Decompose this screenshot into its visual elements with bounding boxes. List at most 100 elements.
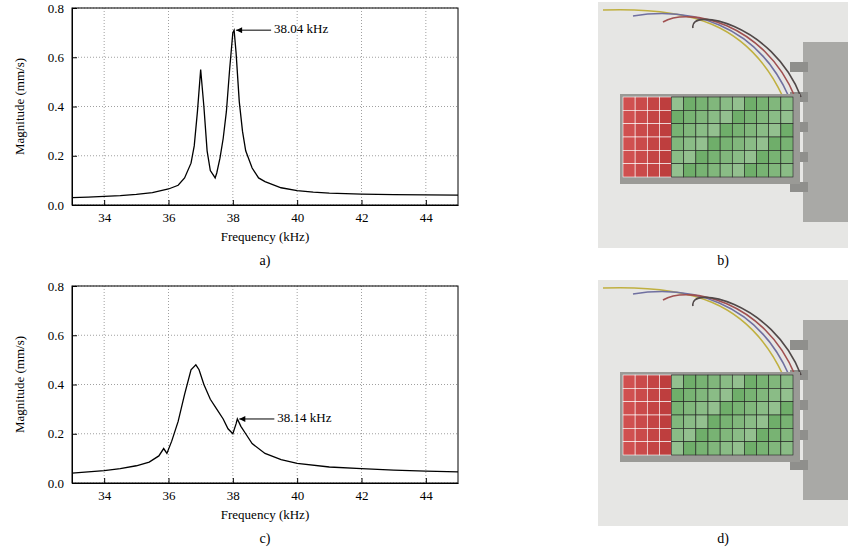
photo-grid-cell — [659, 137, 671, 150]
x-tick: 44 — [420, 200, 434, 225]
photo-grid-cell — [635, 124, 647, 137]
photo-grid-cell — [757, 375, 769, 388]
y-tick-mark — [72, 335, 77, 336]
photo-wire — [633, 292, 789, 375]
photo-grid-cell — [684, 428, 696, 441]
photo-grid-cell — [696, 124, 708, 137]
y-tick-mark — [72, 434, 77, 435]
y-tick-label: 0.2 — [48, 426, 64, 441]
photo-grid-cell — [781, 402, 793, 415]
grid-line-x — [104, 8, 105, 205]
x-tick-mark — [104, 200, 105, 205]
photo-grid-cell — [732, 150, 744, 163]
photo-grid-cell — [684, 402, 696, 415]
x-tick-mark — [169, 478, 170, 483]
photo-grid-cell — [647, 124, 659, 137]
x-axis-line — [73, 205, 459, 206]
photo-grid-cell — [781, 164, 793, 177]
photo-grid-cell — [732, 375, 744, 388]
grid-line-x — [361, 8, 362, 205]
x-tick: 34 — [98, 200, 112, 225]
photo-grid-cell — [781, 124, 793, 137]
photo-wire — [633, 14, 789, 97]
photo-grid-cell — [744, 164, 756, 177]
y-axis-title: Magnitude (mm/s) — [12, 58, 27, 155]
photo-grid-cell — [732, 164, 744, 177]
photo-grid-cell — [647, 415, 659, 428]
chart-panel: 3436384042440.00.20.40.60.8Frequency (kH… — [12, 1, 459, 269]
photo-grid-cell — [757, 97, 769, 110]
x-tick-label: 38 — [227, 210, 240, 225]
photo-grid-cell — [757, 415, 769, 428]
photo-grid-cell — [684, 137, 696, 150]
photo-grid-cell — [623, 97, 635, 110]
photo-grid-cell — [659, 428, 671, 441]
photo-grid-cell — [696, 97, 708, 110]
photo-grid-cell — [672, 97, 684, 110]
photo-grid-cell — [781, 137, 793, 150]
photo-grid-cell — [696, 428, 708, 441]
photo-grid-cell — [720, 150, 732, 163]
photo-grid-cell — [720, 442, 732, 455]
grid-line-y — [72, 335, 458, 336]
photo-grid-cell — [696, 110, 708, 123]
photo-grid-cell — [659, 150, 671, 163]
photo-plate — [620, 372, 800, 462]
photo-grid-cell — [732, 442, 744, 455]
data-line — [72, 365, 458, 473]
y-tick-label: 0.8 — [48, 279, 64, 294]
panel-caption: b) — [717, 253, 729, 269]
photo-grid-cell — [635, 137, 647, 150]
y-tick-label: 0.4 — [48, 99, 65, 114]
y-tick-label: 0.6 — [48, 328, 65, 343]
photo-grid-cell — [708, 124, 720, 137]
y-tick: 0.4 — [48, 99, 77, 114]
x-tick-mark — [169, 200, 170, 205]
annotation-arrow — [236, 30, 271, 31]
photo-grid-cell — [757, 124, 769, 137]
y-tick: 0.6 — [48, 328, 77, 343]
photo-grid-cell — [672, 150, 684, 163]
photo-grid-cell — [757, 442, 769, 455]
photo-grid-cell — [659, 110, 671, 123]
photo-grid-cell — [769, 124, 781, 137]
x-tick: 44 — [420, 478, 434, 503]
x-tick-label: 42 — [356, 488, 369, 503]
photo-wire — [603, 10, 783, 97]
x-axis: 343638404244 — [73, 478, 459, 503]
photo-grid-cell — [623, 164, 635, 177]
photo-grid-cell — [732, 402, 744, 415]
photo-grid-cell — [732, 388, 744, 401]
photo-grid-cell — [672, 124, 684, 137]
panel-caption: c) — [260, 531, 271, 547]
y-tick: 0.8 — [48, 1, 77, 16]
photo-grid-cell — [672, 375, 684, 388]
photo-grid-cell — [708, 375, 720, 388]
plot-frame — [72, 286, 458, 483]
photo-grid-cell — [647, 402, 659, 415]
photo-grid-cell — [635, 415, 647, 428]
photo-grid-cell — [647, 375, 659, 388]
photo-grid-cell — [769, 97, 781, 110]
y-tick: 0.4 — [48, 377, 77, 392]
photo-grid-cell — [684, 164, 696, 177]
x-tick-label: 42 — [356, 210, 369, 225]
photo-grid-cell — [769, 402, 781, 415]
photo-grid-cell — [781, 97, 793, 110]
x-tick-label: 36 — [163, 488, 177, 503]
photo-grid-cell — [769, 150, 781, 163]
photo-grid-cell — [623, 124, 635, 137]
y-tick-label: 0.8 — [48, 1, 64, 16]
y-tick: 0.6 — [48, 50, 77, 65]
photo-grid-cell — [659, 402, 671, 415]
annotation-text: 38.04 kHz — [274, 21, 328, 36]
x-axis-line — [73, 483, 459, 484]
photo-grid-cell — [672, 137, 684, 150]
photo-grid-cell — [732, 137, 744, 150]
photo-wire — [603, 288, 783, 375]
photo-grid-cell — [744, 110, 756, 123]
x-tick-label: 44 — [420, 210, 434, 225]
photo-grid-cell — [720, 415, 732, 428]
photo-grid-cell — [769, 164, 781, 177]
photo-grid-cell — [708, 110, 720, 123]
